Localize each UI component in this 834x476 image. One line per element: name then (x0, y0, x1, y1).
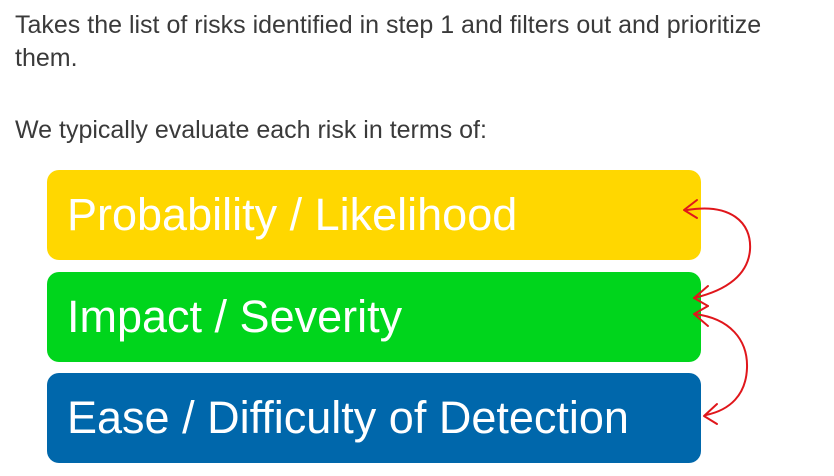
arrowhead-lower-bottom (703, 403, 718, 425)
arrow-curve-lower (693, 313, 749, 416)
intro-paragraph: Takes the list of risks identified in st… (15, 11, 762, 72)
criterion-impact: Impact / Severity (47, 272, 701, 362)
criterion-probability: Probability / Likelihood (47, 170, 701, 260)
lead-sentence: We typically evaluate each risk in terms… (15, 116, 487, 144)
criterion-detection: Ease / Difficulty of Detection (47, 373, 701, 463)
